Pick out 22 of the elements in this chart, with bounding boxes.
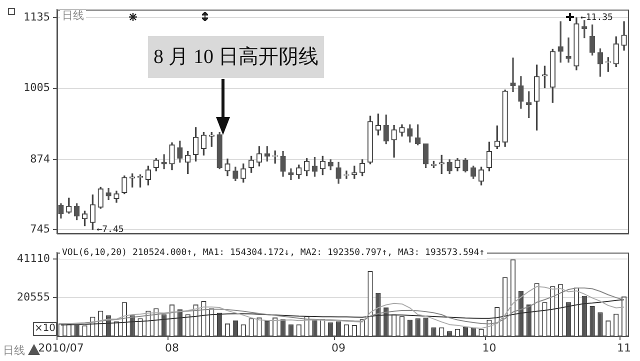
- y-tick-label: 1135: [24, 10, 50, 24]
- y-tick-label: 1005: [24, 81, 50, 94]
- candlestick: [510, 58, 516, 92]
- chart-title: 日线: [60, 9, 86, 22]
- text: 日线: [3, 343, 25, 358]
- y-tick-label: 41110: [16, 252, 50, 265]
- x-tick-label: 09: [332, 341, 346, 354]
- candlestick: [161, 154, 167, 170]
- annotation: 8 月 10 日高开阴线: [148, 36, 324, 78]
- x-tick-label: 08: [164, 341, 179, 354]
- y-tick-label: 874: [30, 152, 50, 166]
- annotation: ←7.45: [96, 224, 124, 235]
- candlestick: [566, 38, 572, 63]
- y-tick-label: 20555: [16, 290, 50, 304]
- x-tick-label: 10: [482, 341, 496, 354]
- x-tick-label: 2010/07: [38, 341, 84, 354]
- x-tick-label: 11: [617, 341, 632, 354]
- y-tick-label: 745: [30, 222, 50, 236]
- text: ×10: [33, 322, 57, 336]
- annotation: ←11.35: [580, 13, 613, 24]
- candlestick: [344, 170, 350, 179]
- chart-subtitle: VOL(6,10,20) 210524.000↑, MA1: 154304.172↓, MA2: 192350.797↑, MA3: 193573.594↑: [60, 248, 487, 259]
